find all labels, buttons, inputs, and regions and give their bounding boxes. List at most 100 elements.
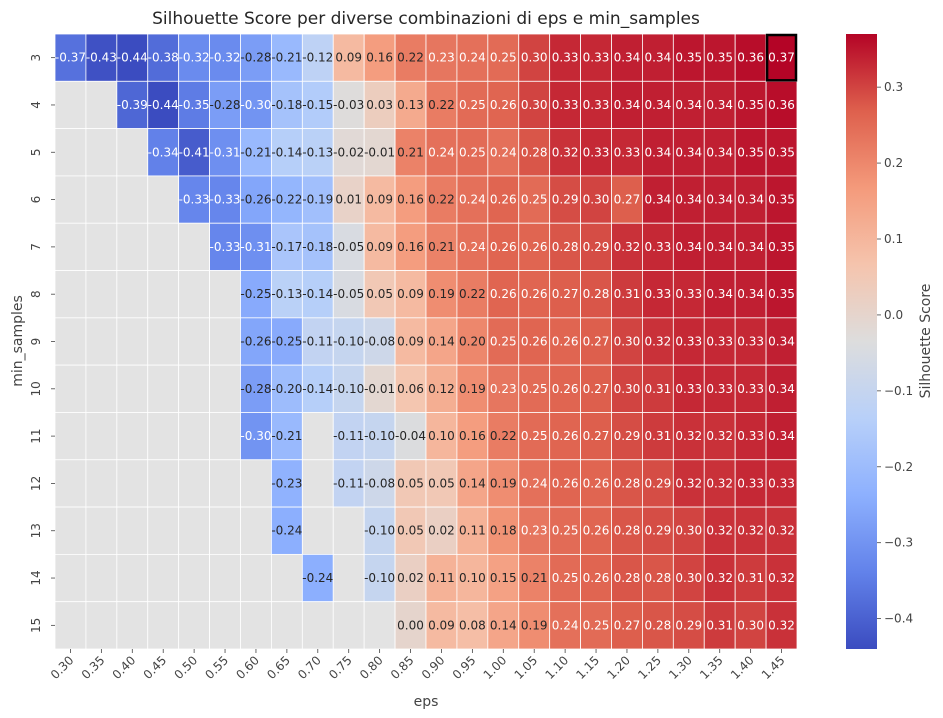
heatmap-cell: [178, 80, 210, 130]
cell-value: -0.24: [271, 524, 302, 538]
cell-value: 0.33: [768, 476, 795, 490]
heatmap-cell: [487, 270, 520, 319]
heatmap-cell-empty: [178, 506, 210, 555]
cell-value: 0.33: [675, 382, 702, 396]
cell-value: 0.34: [645, 193, 672, 207]
cell-value: 0.28: [614, 524, 641, 538]
heatmap-cell: [765, 412, 798, 461]
heatmap-cell: [672, 33, 705, 82]
cell-value: 0.30: [675, 524, 702, 538]
cell-value: 0.30: [583, 193, 610, 207]
heatmap-cell-empty: [240, 506, 272, 555]
cell-value: -0.15: [302, 98, 333, 112]
cell-value: -0.14: [271, 145, 302, 159]
heatmap-cell: [642, 506, 674, 555]
heatmap-cell: [271, 317, 303, 366]
heatmap-cell: [425, 459, 458, 508]
cell-value: 0.26: [583, 571, 610, 585]
cell-value: 0.32: [768, 524, 795, 538]
heatmap-cell-empty: [147, 506, 180, 555]
heatmap-cell-empty: [240, 459, 272, 508]
cell-value: -0.10: [364, 524, 395, 538]
heatmap-cell: [642, 601, 674, 650]
heatmap-cell-empty: [116, 364, 149, 413]
cell-value: 0.25: [521, 429, 548, 443]
cell-value: 0.33: [737, 429, 764, 443]
cell-value: -0.17: [271, 240, 302, 254]
cell-value: 0.30: [614, 335, 641, 349]
heatmap-cell: [765, 601, 798, 650]
cell-value: 0.22: [397, 51, 424, 65]
cell-value: -0.02: [333, 145, 364, 159]
heatmap-cell-empty: [240, 553, 272, 603]
colorbar: [846, 34, 877, 649]
x-axis-label: eps: [414, 694, 439, 710]
cell-value: 0.34: [645, 145, 672, 159]
cell-value: 0.33: [645, 240, 672, 254]
cell-value: 0.29: [645, 524, 672, 538]
heatmap-cell-empty: [85, 128, 118, 177]
cell-value: 0.05: [428, 476, 455, 490]
cell-value: 0.27: [614, 193, 641, 207]
cell-value: 0.35: [737, 98, 764, 112]
heatmap-cell: [580, 553, 612, 603]
heatmap-cell: [178, 128, 210, 177]
cell-value: 0.35: [737, 145, 764, 159]
cell-value: -0.31: [240, 240, 271, 254]
cell-value: 0.22: [428, 98, 455, 112]
cell-value: -0.03: [333, 98, 364, 112]
heatmap-cell: [240, 175, 272, 224]
cell-value: 0.09: [397, 335, 424, 349]
cell-value: 0.21: [521, 571, 548, 585]
heatmap-cell: [394, 80, 427, 130]
cell-value: 0.11: [459, 524, 486, 538]
cell-value: 0.10: [428, 429, 455, 443]
cell-value: 0.32: [706, 571, 733, 585]
x-tick-label: 0.85: [388, 653, 417, 682]
cell-value: 0.26: [552, 335, 579, 349]
heatmap-cell-empty: [54, 222, 87, 271]
heatmap-cell: [734, 33, 767, 82]
cell-value: -0.08: [364, 335, 395, 349]
heatmap-cell-empty: [116, 506, 149, 555]
heatmap-cell: [549, 601, 581, 650]
cell-value: -0.32: [179, 51, 210, 65]
heatmap-cell: [549, 553, 581, 603]
heatmap-cell: [332, 459, 365, 508]
y-tick-label: 7: [29, 243, 43, 251]
heatmap-cell: [394, 506, 427, 555]
cell-value: 0.11: [428, 571, 455, 585]
heatmap-cell: [765, 270, 798, 319]
heatmap-cell-empty: [54, 128, 87, 177]
x-tick-label: 0.95: [450, 653, 479, 682]
heatmap-cell-empty: [116, 412, 149, 461]
x-tick-label: 0.80: [357, 653, 386, 682]
cell-value: 0.16: [459, 429, 486, 443]
heatmap-cell: [734, 506, 767, 555]
x-tick-label: 1.45: [759, 653, 788, 682]
x-axis-ticks: 0.30 0.35 0.40 0.45 0.50 0.55 0.60 0.65 0.70 0.75…: [48, 649, 788, 682]
cell-value: 0.33: [583, 51, 610, 65]
heatmap-cell: [549, 317, 581, 366]
heatmap-cell: [642, 33, 674, 82]
cell-value: 0.26: [583, 524, 610, 538]
colorbar-tick-label: −0.3: [884, 536, 913, 550]
cell-value: -0.10: [333, 382, 364, 396]
x-tick-label: 1.20: [604, 653, 633, 682]
heatmap-cell: [178, 175, 210, 224]
heatmap-cell: [703, 33, 736, 82]
cell-value: -0.39: [117, 98, 148, 112]
heatmap-cell: [332, 412, 365, 461]
heatmap-cell-empty: [147, 601, 180, 650]
chart-title: Silhouette Score per diverse combinazion…: [152, 9, 700, 29]
heatmap-cell-empty: [178, 317, 210, 366]
heatmap-cell: [734, 270, 767, 319]
cell-value: 0.28: [552, 240, 579, 254]
heatmap-cell-empty: [178, 553, 210, 603]
heatmap-cell: [518, 80, 551, 130]
y-tick-label: 11: [29, 428, 43, 443]
heatmap-cell: [549, 222, 581, 271]
y-tick-label: 4: [29, 101, 43, 109]
cell-value: 0.05: [397, 524, 424, 538]
